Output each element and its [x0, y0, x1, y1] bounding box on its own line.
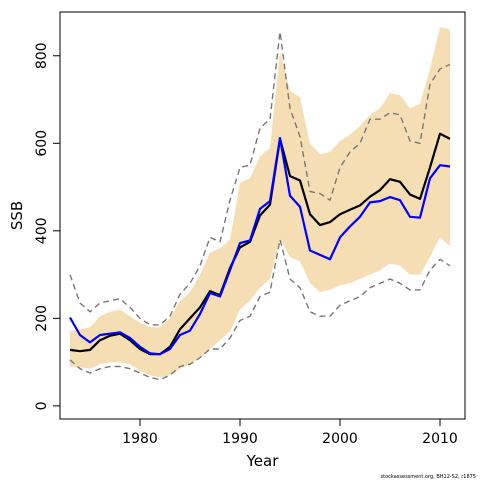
x-tick-label: 1990	[222, 431, 258, 447]
x-tick-label: 2000	[322, 431, 358, 447]
confidence-band	[70, 27, 450, 378]
series-lines-layer	[69, 31, 451, 381]
lower-dashed-line	[69, 238, 451, 381]
y-tick-label: 0	[34, 401, 50, 410]
footnote: stockassessment.org, BH12-S2, r1875	[381, 474, 476, 480]
blue-line	[69, 136, 451, 356]
y-axis: 0 200 400 600 800	[34, 42, 60, 410]
x-axis-label: Year	[246, 452, 280, 470]
upper-dashed-line	[69, 31, 451, 326]
y-tick-label: 600	[34, 130, 50, 157]
y-tick-label: 800	[34, 42, 50, 69]
x-tick-label: 1980	[122, 431, 158, 447]
estimate-line	[69, 132, 451, 356]
plot-frame	[59, 11, 466, 420]
x-tick-label: 2010	[422, 431, 458, 447]
y-tick-label: 200	[34, 305, 50, 332]
confidence-band-layer	[70, 27, 450, 378]
y-tick-label: 400	[34, 217, 50, 244]
x-axis: 1980 1990 2000 2010	[122, 419, 458, 447]
y-axis-label: SSB	[8, 201, 26, 230]
